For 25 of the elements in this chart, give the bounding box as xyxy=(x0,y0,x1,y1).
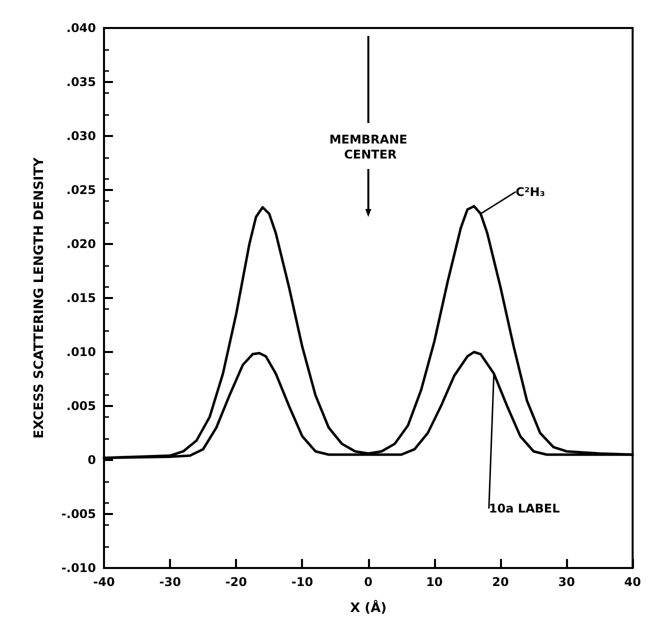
y-tick-label: 0 xyxy=(88,453,96,467)
y-tick-label: .035 xyxy=(66,75,96,89)
text: C²H₃ xyxy=(516,184,546,199)
text: 10a LABEL xyxy=(488,502,560,516)
y-tick-label: .005 xyxy=(66,399,96,413)
y-tick-label: .040 xyxy=(66,21,96,35)
y-tick-label: .015 xyxy=(66,291,96,305)
x-tick-label: -20 xyxy=(225,575,248,589)
x-tick-label: 10 xyxy=(426,575,443,589)
x-tick-label: 0 xyxy=(364,575,373,589)
y-tick-label: .020 xyxy=(66,237,96,251)
x-tick-label: -10 xyxy=(291,575,314,589)
x-tick-label: -40 xyxy=(93,575,115,589)
annotation: MEMBRANE CENTER xyxy=(329,132,408,162)
y-tick-label: -.010 xyxy=(61,561,96,575)
y-tick-label: .025 xyxy=(66,183,96,197)
x-tick-label: -30 xyxy=(159,575,181,589)
x-tick-label: 20 xyxy=(492,575,509,589)
y-axis-title: EXCESS SCATTERING LENGTH DENSITY xyxy=(32,156,47,439)
x-axis-title: X (Å) xyxy=(350,599,387,616)
x-tick-label: 40 xyxy=(624,575,641,589)
y-tick-label: .010 xyxy=(66,345,96,359)
y-tick-label: .030 xyxy=(66,129,96,143)
y-tick-label: -.005 xyxy=(61,507,96,521)
x-tick-label: 30 xyxy=(558,575,575,589)
